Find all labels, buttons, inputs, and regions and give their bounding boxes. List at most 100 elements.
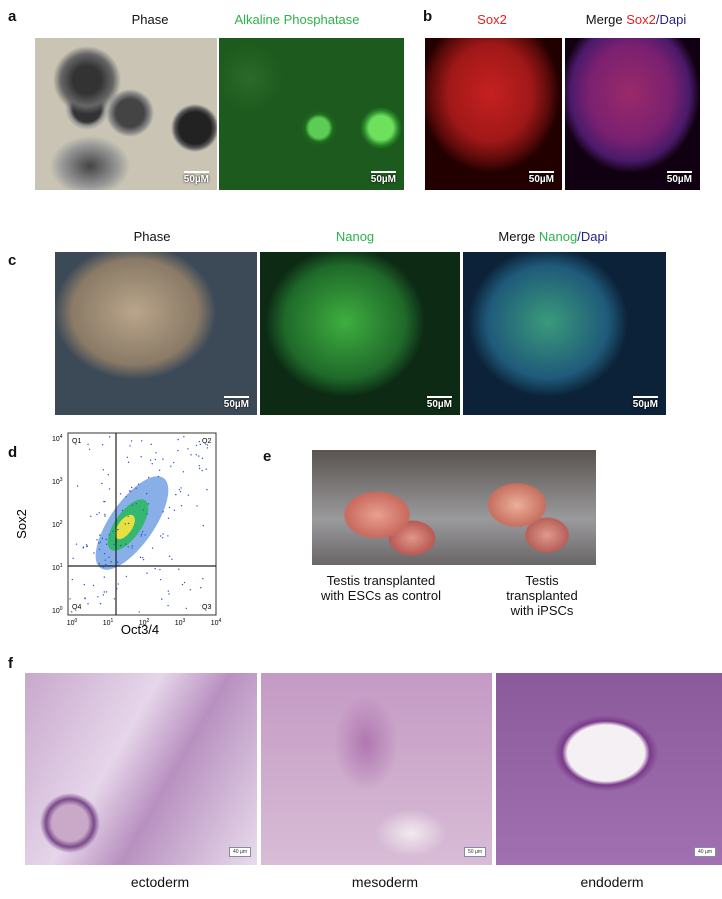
text: with iPSCs xyxy=(510,603,574,618)
event xyxy=(96,513,98,516)
event xyxy=(108,488,111,490)
event xyxy=(162,533,164,535)
scale-bar: 40 µm xyxy=(229,847,251,857)
y-tick-label: 100 xyxy=(52,606,63,615)
scale-bar: 50µM xyxy=(426,396,452,410)
phase-image: 50µM xyxy=(55,252,257,415)
event xyxy=(140,533,143,535)
text: 2 xyxy=(147,618,150,624)
event xyxy=(146,513,148,515)
event xyxy=(151,547,154,549)
event xyxy=(108,436,111,438)
event xyxy=(105,591,108,593)
event xyxy=(69,598,71,600)
event xyxy=(93,552,95,554)
scale-bar: 40 µm xyxy=(694,847,716,857)
ectoderm-image: 40 µm xyxy=(25,673,257,865)
text: 0 xyxy=(60,606,63,612)
event xyxy=(76,485,79,487)
event xyxy=(113,543,115,546)
event xyxy=(103,591,105,593)
event xyxy=(101,537,104,540)
event xyxy=(117,583,119,585)
text: 10 xyxy=(52,608,60,615)
event xyxy=(117,561,119,563)
event xyxy=(149,459,152,461)
event xyxy=(119,493,122,495)
event xyxy=(147,503,150,505)
testis-photo xyxy=(312,450,596,565)
event xyxy=(167,535,169,537)
event xyxy=(129,445,131,447)
event xyxy=(146,572,148,574)
panel-label: c xyxy=(8,252,17,269)
text: 10 xyxy=(139,620,147,627)
event xyxy=(99,602,102,605)
panel-label: a xyxy=(8,8,17,25)
event xyxy=(84,597,86,600)
event xyxy=(202,578,204,580)
event xyxy=(146,492,148,495)
event xyxy=(113,598,116,600)
label: mesoderm xyxy=(351,874,419,890)
caption: Testis transplanted with iPSCs xyxy=(506,573,578,618)
title: Nanog xyxy=(335,229,375,244)
event xyxy=(196,505,198,507)
event xyxy=(206,444,209,446)
endoderm-image: 40 µm xyxy=(496,673,722,865)
event xyxy=(142,509,144,511)
text: 3 xyxy=(183,618,186,624)
event xyxy=(126,456,129,459)
event xyxy=(139,556,142,559)
event xyxy=(99,541,101,543)
title: Phase xyxy=(133,229,171,244)
event xyxy=(125,575,128,578)
event xyxy=(140,456,142,458)
event xyxy=(177,449,179,452)
event xyxy=(88,448,91,450)
event xyxy=(70,611,73,613)
event xyxy=(199,443,202,446)
event xyxy=(130,490,132,493)
event xyxy=(162,511,164,513)
event xyxy=(150,443,152,446)
label: ectoderm xyxy=(130,874,190,890)
text: 10 xyxy=(52,522,60,529)
event xyxy=(86,545,89,547)
event xyxy=(175,493,177,496)
event xyxy=(198,467,201,470)
nanog-image: 50µM xyxy=(260,252,460,415)
phase-image: 50µM xyxy=(35,38,217,190)
event xyxy=(159,578,162,581)
event xyxy=(137,483,140,485)
mesoderm-image: 50 µm xyxy=(261,673,492,865)
event xyxy=(130,440,133,442)
event xyxy=(102,594,105,596)
event xyxy=(198,455,200,457)
event xyxy=(154,458,157,461)
event xyxy=(105,538,107,541)
event xyxy=(179,490,182,493)
event xyxy=(183,436,185,438)
event xyxy=(72,557,74,560)
text: /Dapi xyxy=(577,229,608,244)
title: Merge Nanog/Dapi xyxy=(498,229,607,244)
event xyxy=(128,490,131,492)
text: 0 xyxy=(75,618,78,624)
text: Testis xyxy=(525,573,559,588)
event xyxy=(105,563,107,566)
event xyxy=(127,522,130,525)
event xyxy=(102,469,105,471)
panel-label: b xyxy=(423,8,433,25)
event xyxy=(178,568,180,570)
event xyxy=(159,568,161,571)
event xyxy=(187,448,189,450)
event xyxy=(154,567,156,570)
y-tick-label: 102 xyxy=(52,520,63,529)
text: 3 xyxy=(60,477,63,483)
event xyxy=(85,544,88,546)
event xyxy=(124,523,126,525)
event xyxy=(141,531,144,533)
scale-bar: 50µM xyxy=(223,396,249,410)
event xyxy=(98,562,100,565)
